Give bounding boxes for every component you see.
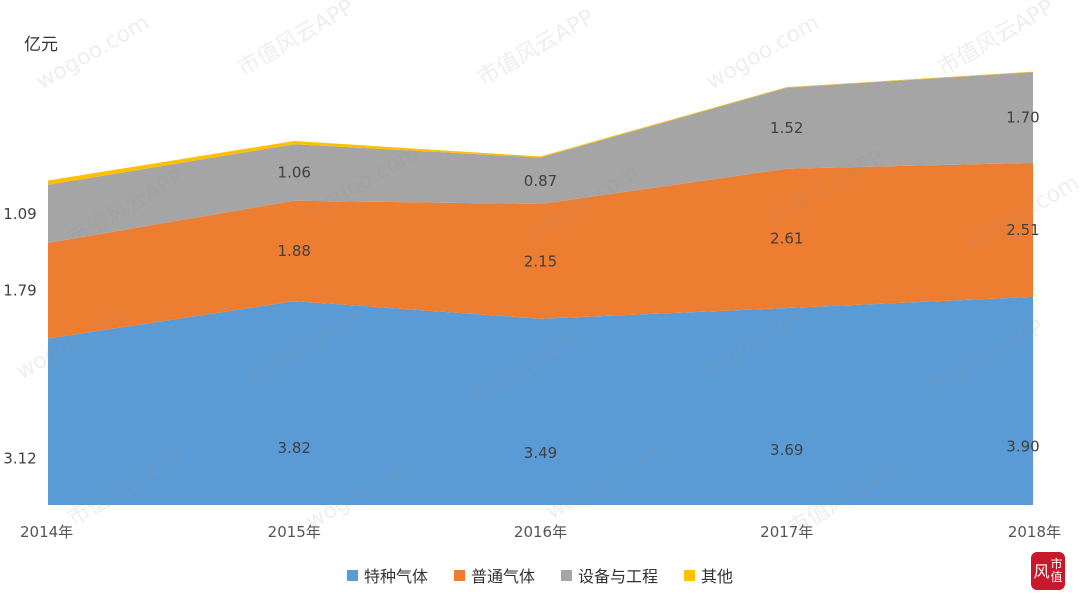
data-label-s0-1: 3.82 <box>278 439 311 457</box>
data-label-s2-3: 1.52 <box>770 119 803 137</box>
area-series-1 <box>48 162 1033 339</box>
data-label-s2-4: 1.70 <box>1006 109 1039 127</box>
x-tick-0: 2014年 <box>20 523 73 541</box>
legend-swatch-3 <box>684 569 696 581</box>
data-label-s1-3: 2.61 <box>770 229 803 247</box>
data-label-s0-2: 3.49 <box>524 444 557 462</box>
legend-item-1: 普通气体 <box>453 563 535 587</box>
x-tick-1: 2015年 <box>268 523 321 541</box>
brand-logo: 风市值 <box>1031 552 1065 590</box>
data-label-s1-4: 2.51 <box>1006 221 1039 239</box>
logo-glyph: 风 <box>1033 561 1050 581</box>
x-tick-3: 2017年 <box>760 523 813 541</box>
legend-label-1: 普通气体 <box>470 567 535 586</box>
data-label-s1-0: 1.79 <box>3 282 36 300</box>
data-label-s1-1: 1.88 <box>278 242 311 260</box>
legend-swatch-1 <box>453 569 465 581</box>
legend-label-2: 设备与工程 <box>578 567 659 586</box>
legend-item-2: 设备与工程 <box>561 563 658 587</box>
data-label-s2-1: 1.06 <box>278 163 311 181</box>
data-label-s0-0: 3.12 <box>3 449 36 467</box>
data-label-s0-3: 3.69 <box>770 441 803 459</box>
x-tick-4: 2018年 <box>1008 523 1061 541</box>
data-label-s0-4: 3.90 <box>1006 438 1039 456</box>
y-unit-label: 亿元 <box>24 35 58 55</box>
legend-item-3: 其他 <box>684 563 733 587</box>
data-label-s2-2: 0.87 <box>524 172 557 190</box>
area-series-0 <box>48 296 1033 505</box>
legend-swatch-2 <box>561 569 572 581</box>
legend-label-3: 其他 <box>701 567 734 586</box>
legend-label-0: 特种气体 <box>363 567 428 586</box>
logo-glyph-stack: 市值 <box>1050 557 1063 584</box>
area-series-2 <box>48 72 1033 243</box>
x-tick-2: 2016年 <box>514 523 567 541</box>
legend-item-0: 特种气体 <box>346 563 428 587</box>
chart-legend: 特种气体 普通气体 设备与工程 其他 <box>0 563 1080 587</box>
legend-swatch-0 <box>346 569 358 581</box>
data-label-s2-0: 1.09 <box>3 205 36 223</box>
data-label-s1-2: 2.15 <box>524 252 557 270</box>
